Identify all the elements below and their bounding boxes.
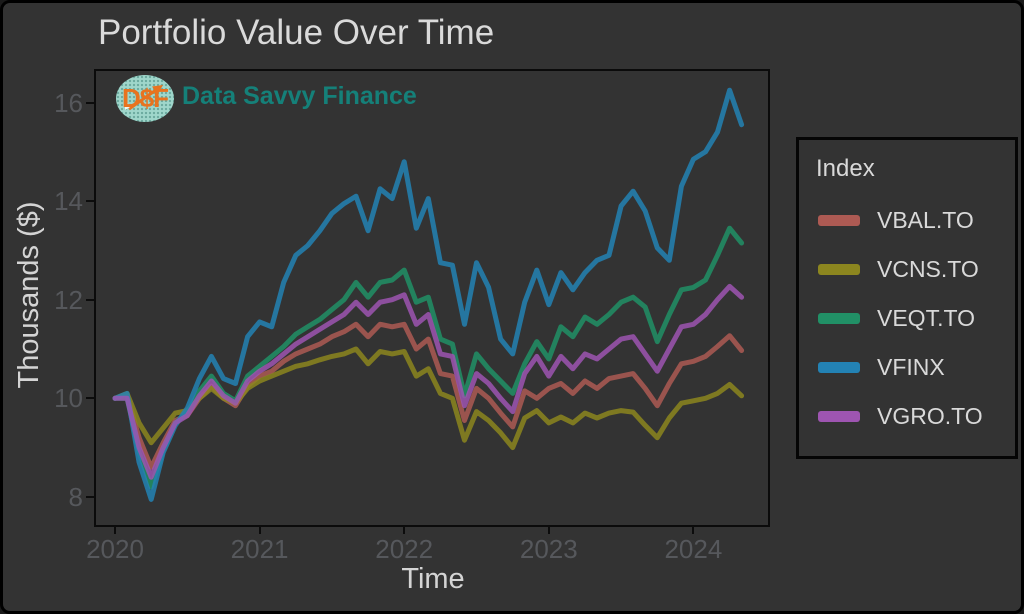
x-tick-label: 2020 — [86, 534, 144, 564]
brand-name: Data Savvy Finance — [182, 82, 417, 110]
line-chart-svg — [112, 87, 745, 502]
y-tick-mark — [86, 200, 94, 203]
legend-item-VCNS.TO: VCNS.TO — [818, 253, 979, 285]
x-tick-label: 2023 — [519, 534, 578, 564]
series-line-VCNS.TO — [112, 346, 745, 451]
y-tick-label: 10 — [54, 383, 83, 414]
x-axis-title: Time — [401, 563, 465, 595]
dsf-logo: D$F — [116, 75, 174, 122]
legend: Index VBAL.TO VCNS.TO VEQT.TO VFINX VGRO.TO — [796, 137, 1018, 459]
legend-label: VGRO.TO — [877, 402, 983, 429]
x-tick-mark — [547, 526, 550, 534]
dsf-logo-monogram: D$F — [121, 83, 169, 113]
x-tick-mark — [258, 526, 261, 534]
dsf-logo-arrow-icon — [125, 85, 163, 111]
series-line-VGRO.TO — [112, 283, 745, 480]
series-line-VBAL.TO — [112, 321, 745, 470]
legend-label: VEQT.TO — [877, 304, 975, 331]
plot-panel: D$F Data Savvy Finance — [94, 69, 770, 527]
legend-item-VFINX: VFINX — [818, 351, 945, 383]
y-tick-label: 12 — [54, 284, 83, 315]
y-tick-mark — [86, 495, 94, 498]
series-line-VFINX — [112, 87, 745, 502]
x-tick-mark — [692, 526, 695, 534]
legend-item-VEQT.TO: VEQT.TO — [818, 302, 975, 334]
x-tick-mark — [403, 526, 406, 534]
legend-label: VCNS.TO — [877, 255, 979, 282]
legend-label: VFINX — [877, 353, 945, 380]
legend-label: VBAL.TO — [877, 206, 974, 233]
x-tick-label: 2022 — [375, 534, 434, 564]
x-tick-label: 2024 — [664, 534, 723, 564]
x-tick-label: 2021 — [230, 534, 289, 564]
legend-item-VGRO.TO: VGRO.TO — [818, 400, 983, 432]
legend-swatch-icon — [818, 410, 860, 422]
x-tick-mark — [114, 526, 116, 534]
y-tick-label: 8 — [68, 481, 83, 512]
legend-swatch-icon — [818, 312, 860, 324]
y-tick-mark — [86, 298, 94, 301]
legend-swatch-icon — [818, 361, 860, 373]
legend-item-VBAL.TO: VBAL.TO — [818, 204, 974, 236]
chart-title: Portfolio Value Over Time — [98, 13, 495, 52]
y-tick-label: 16 — [54, 87, 83, 118]
y-tick-mark — [86, 397, 94, 400]
legend-swatch-icon — [818, 263, 860, 275]
y-tick-mark — [86, 101, 94, 104]
legend-swatch-icon — [818, 214, 860, 226]
legend-title: Index — [816, 155, 875, 182]
y-tick-label: 14 — [54, 186, 83, 217]
